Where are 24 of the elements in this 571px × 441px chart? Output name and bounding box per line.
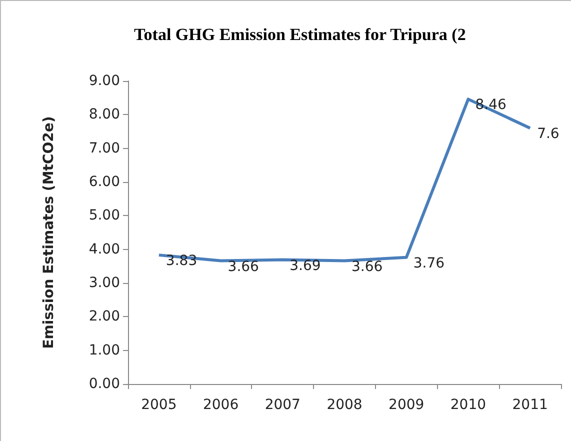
data-label: 7.6 <box>537 126 560 142</box>
y-tick-label: 1.00 <box>88 342 120 358</box>
y-tick-label: 2.00 <box>88 308 120 325</box>
x-tick-label: 2005 <box>141 397 177 413</box>
data-label: 3.66 <box>228 258 260 275</box>
x-tick-label: 2009 <box>388 397 424 413</box>
y-tick-label: 6.00 <box>88 174 120 190</box>
chart-title: Total GHG Emission Estimates for Tripura (2 <box>134 25 466 44</box>
y-tick-label: 0.00 <box>88 376 120 392</box>
y-tick-label: 3.00 <box>88 275 120 291</box>
y-axis-title: Emission Estimates (MtCO2e) <box>41 116 57 349</box>
data-label: 3.66 <box>352 258 383 275</box>
y-tick-label: 4.00 <box>88 241 120 258</box>
data-label: 3.76 <box>413 255 445 272</box>
y-tick-label: 7.00 <box>88 140 120 156</box>
x-tick-label: 2008 <box>326 397 362 413</box>
x-tick-label: 2007 <box>264 397 300 413</box>
x-tick-label: 2006 <box>202 397 239 413</box>
x-tick-label: 2011 <box>512 397 548 413</box>
x-tick-label: 2010 <box>450 397 486 413</box>
y-tick-label: 8.00 <box>88 106 120 123</box>
data-label: 3.69 <box>290 258 321 274</box>
y-tick-label: 5.00 <box>88 208 120 224</box>
y-tick-label: 9.00 <box>88 73 120 89</box>
